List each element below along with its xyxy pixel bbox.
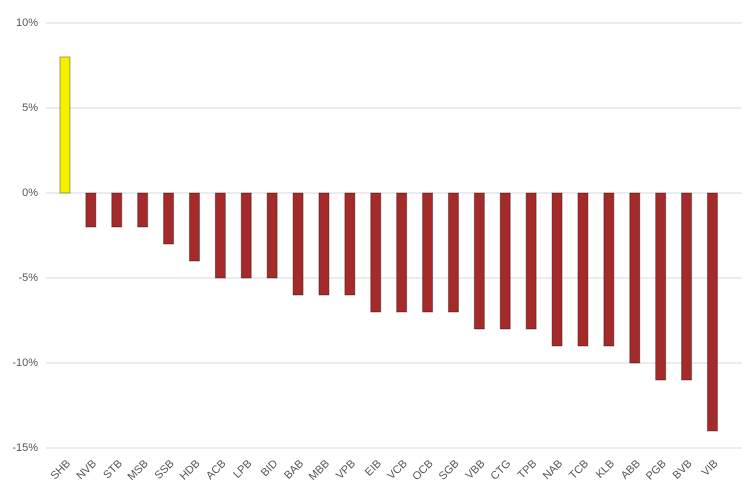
bar	[499, 192, 511, 330]
bar	[603, 192, 615, 347]
bar	[655, 192, 667, 381]
x-tick-label: BID	[259, 458, 280, 479]
x-tick-label: VIB	[700, 458, 721, 479]
bar	[266, 192, 278, 279]
y-tick-label: -15%	[12, 442, 38, 454]
bar	[629, 192, 641, 364]
bar	[370, 192, 382, 313]
bar	[525, 192, 537, 330]
bar	[137, 192, 149, 228]
bar	[292, 192, 304, 296]
bar	[447, 192, 459, 313]
x-tick-label: SHB	[49, 458, 73, 482]
x-tick-label: SSB	[153, 458, 177, 482]
bar	[344, 192, 356, 296]
x-tick-label: SGB	[437, 458, 462, 483]
x-tick-label: KLB	[594, 458, 617, 481]
y-tick-label: 5%	[22, 102, 38, 114]
bar	[59, 56, 71, 194]
x-tick-label: ABB	[619, 458, 643, 482]
x-tick-label: ACB	[204, 458, 228, 482]
bar	[188, 192, 200, 262]
x-tick-label: BVB	[671, 458, 695, 482]
y-tick-label: -5%	[18, 272, 38, 284]
x-tick-label: HDB	[178, 458, 203, 483]
x-tick-label: STB	[101, 458, 125, 482]
x-tick-label: VBB	[463, 458, 487, 482]
x-tick-label: EIB	[363, 458, 384, 479]
bar	[551, 192, 563, 347]
bar	[318, 192, 330, 296]
x-tick-label: NVB	[75, 458, 99, 482]
x-tick-label: BAB	[282, 458, 306, 482]
x-tick-label: PGB	[644, 458, 669, 483]
x-tick-label: MBB	[307, 458, 332, 483]
bar	[706, 192, 718, 432]
y-tick-label: 0%	[22, 187, 38, 199]
x-tick-label: OCB	[410, 458, 435, 483]
bar	[396, 192, 408, 313]
x-tick-label: TCB	[567, 458, 591, 482]
x-tick-label: LPB	[231, 458, 254, 481]
bar	[111, 192, 123, 228]
y-tick-label: 10%	[16, 17, 38, 29]
x-tick-label: VCB	[385, 458, 409, 482]
x-tick-label: NAB	[541, 458, 565, 482]
x-tick-label: MSB	[125, 458, 150, 483]
bar	[85, 192, 97, 228]
bar	[422, 192, 434, 313]
y-tick-label: -10%	[12, 357, 38, 369]
x-tick-label: VPB	[334, 458, 358, 482]
bar	[577, 192, 589, 347]
bar	[163, 192, 175, 245]
bar	[681, 192, 693, 381]
x-tick-label: TPB	[516, 458, 540, 482]
bar	[214, 192, 226, 279]
bar	[473, 192, 485, 330]
bar	[240, 192, 252, 279]
x-tick-label: CTG	[489, 458, 514, 483]
